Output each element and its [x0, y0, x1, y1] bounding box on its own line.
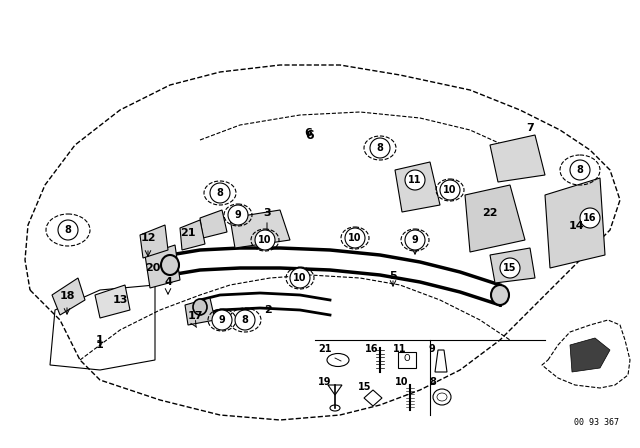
Text: 17: 17 [188, 311, 203, 321]
Text: 8: 8 [376, 143, 383, 153]
Polygon shape [490, 135, 545, 182]
Polygon shape [95, 285, 130, 318]
Text: 10: 10 [396, 377, 409, 387]
Circle shape [580, 208, 600, 228]
Circle shape [440, 180, 460, 200]
Text: 6: 6 [306, 129, 314, 142]
Polygon shape [140, 225, 168, 258]
Text: 10: 10 [259, 235, 272, 245]
Circle shape [235, 310, 255, 330]
Polygon shape [545, 178, 605, 268]
Text: 15: 15 [358, 382, 372, 392]
Text: 1: 1 [96, 335, 104, 345]
Polygon shape [180, 220, 205, 250]
Circle shape [570, 160, 590, 180]
Text: 9: 9 [429, 344, 435, 354]
Polygon shape [185, 298, 215, 325]
Polygon shape [52, 278, 85, 315]
Circle shape [370, 138, 390, 158]
Polygon shape [570, 338, 610, 372]
Text: 21: 21 [318, 344, 332, 354]
Text: 6: 6 [304, 128, 312, 138]
Text: 13: 13 [112, 295, 128, 305]
Text: 1: 1 [96, 340, 104, 350]
Text: 19: 19 [318, 377, 332, 387]
Text: 10: 10 [444, 185, 457, 195]
Circle shape [212, 310, 232, 330]
Text: 9: 9 [235, 210, 241, 220]
Text: 00 93 367: 00 93 367 [573, 418, 618, 426]
Text: 4: 4 [164, 277, 172, 287]
Text: 3: 3 [263, 208, 271, 218]
Text: 21: 21 [180, 228, 196, 238]
Ellipse shape [161, 255, 179, 275]
Text: 8: 8 [241, 315, 248, 325]
Polygon shape [395, 162, 440, 212]
Circle shape [290, 268, 310, 288]
Text: 11: 11 [393, 344, 407, 354]
Ellipse shape [193, 299, 207, 315]
Text: 18: 18 [60, 291, 75, 301]
Ellipse shape [491, 285, 509, 305]
Text: 9: 9 [412, 235, 419, 245]
Text: 7: 7 [526, 123, 534, 133]
Text: 10: 10 [348, 233, 362, 243]
Circle shape [405, 170, 425, 190]
Text: 8: 8 [216, 188, 223, 198]
Text: 5: 5 [389, 271, 397, 281]
Circle shape [255, 230, 275, 250]
Circle shape [405, 230, 425, 250]
Text: 2: 2 [264, 305, 272, 315]
Text: 16: 16 [365, 344, 379, 354]
Text: 8: 8 [429, 377, 436, 387]
Polygon shape [145, 245, 180, 288]
Circle shape [345, 228, 365, 248]
Text: 8: 8 [65, 225, 72, 235]
Polygon shape [490, 248, 535, 283]
Circle shape [58, 220, 78, 240]
Text: 16: 16 [583, 213, 596, 223]
Circle shape [500, 258, 520, 278]
Text: 15: 15 [503, 263, 516, 273]
Polygon shape [230, 210, 290, 248]
Text: 8: 8 [577, 165, 584, 175]
Circle shape [228, 205, 248, 225]
Text: 10: 10 [293, 273, 307, 283]
Polygon shape [200, 210, 227, 238]
Text: 22: 22 [483, 208, 498, 218]
Text: 9: 9 [219, 315, 225, 325]
Text: 14: 14 [569, 221, 585, 231]
Circle shape [210, 183, 230, 203]
Text: 12: 12 [140, 233, 156, 243]
Text: O: O [404, 353, 410, 362]
Text: 20: 20 [145, 263, 161, 273]
Polygon shape [465, 185, 525, 252]
Text: 11: 11 [408, 175, 422, 185]
